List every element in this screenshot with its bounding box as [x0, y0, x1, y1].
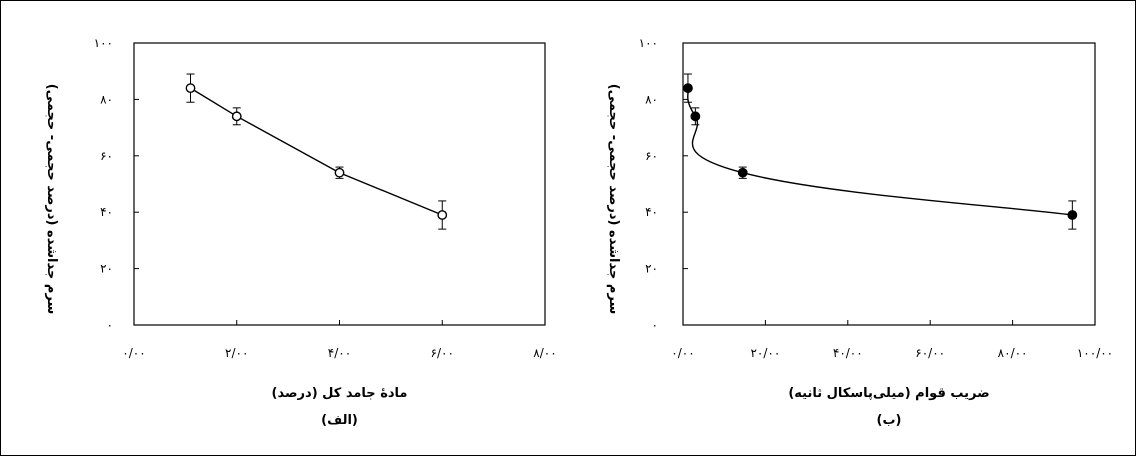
plot-area-frame [682, 42, 1096, 326]
y-tick-label: ۴۰ [645, 205, 658, 219]
data-point [437, 210, 448, 220]
y-tick-label: ۰ [652, 318, 658, 332]
x-tick-label: ۱۰۰/۰۰ [1077, 346, 1113, 360]
x-axis-label: ضریب قوام (میلی‌پاسکال ثانیه) [788, 386, 989, 401]
y-axis-label: سرم جداشده (درصد حجمی- حجمی) [606, 84, 621, 315]
y-axis-label: سرم جداشده (درصد حجمی- حجمی) [44, 84, 59, 315]
chart-2: ۰ ۲۰ ۴۰ ۶۰ ۸۰ ۱۰۰ ۰/۰۰ ۲۰/۰۰ ۴۰/۰۰ ۶۰/۰۰ ۸۰/۰۰ ۱۰۰/… [606, 36, 1113, 428]
series-line [190, 87, 443, 216]
x-tick-label: ۶/۰۰ [431, 346, 454, 360]
data-point [334, 167, 345, 178]
y-tick-label: ۶۰ [100, 149, 113, 163]
x-tick-label: ۰/۰۰ [671, 346, 694, 360]
y-tick-label: ۸۰ [100, 92, 113, 106]
panel-caption: (ب) [877, 413, 902, 428]
x-axis-label: مادهٔ جامد کل (درصد) [272, 386, 408, 401]
data-point [737, 167, 748, 178]
y-tick-label: ۰ [107, 318, 113, 332]
data-point [1067, 210, 1078, 220]
series-line [687, 87, 1073, 216]
data-point [683, 83, 693, 94]
x-tick-label: ۸۰/۰۰ [998, 346, 1028, 360]
plot-area-frame [133, 42, 546, 326]
data-point [690, 111, 701, 122]
x-tick-label: ۶۰/۰۰ [915, 346, 945, 360]
y-tick-label: ۴۰ [100, 205, 113, 219]
y-tick-label: ۸۰ [645, 92, 658, 106]
data-point [231, 111, 242, 122]
y-tick-label: ۱۰۰ [94, 36, 113, 50]
x-tick-label: ۲/۰۰ [225, 346, 248, 360]
y-tick-label: ۲۰ [100, 262, 113, 276]
panel-caption: (الف) [321, 413, 358, 428]
y-tick-label: ۱۰۰ [639, 36, 658, 50]
y-tick-label: ۲۰ [645, 262, 658, 276]
chart-1: ۰ ۲۰ ۴۰ ۶۰ ۸۰ ۱۰۰ ۰/۰۰ ۲/۰۰ ۴/۰۰ ۶/۰۰ ۸/۰۰ مادهٔ جا… [44, 36, 557, 428]
x-tick-label: ۲۰/۰۰ [750, 346, 780, 360]
x-tick-label: ۴۰/۰۰ [833, 346, 863, 360]
x-tick-label: ۴/۰۰ [328, 346, 351, 360]
y-tick-label: ۶۰ [645, 149, 658, 163]
x-tick-label: ۰/۰۰ [122, 346, 145, 360]
x-tick-label: ۸/۰۰ [533, 346, 556, 360]
data-point [185, 83, 196, 94]
